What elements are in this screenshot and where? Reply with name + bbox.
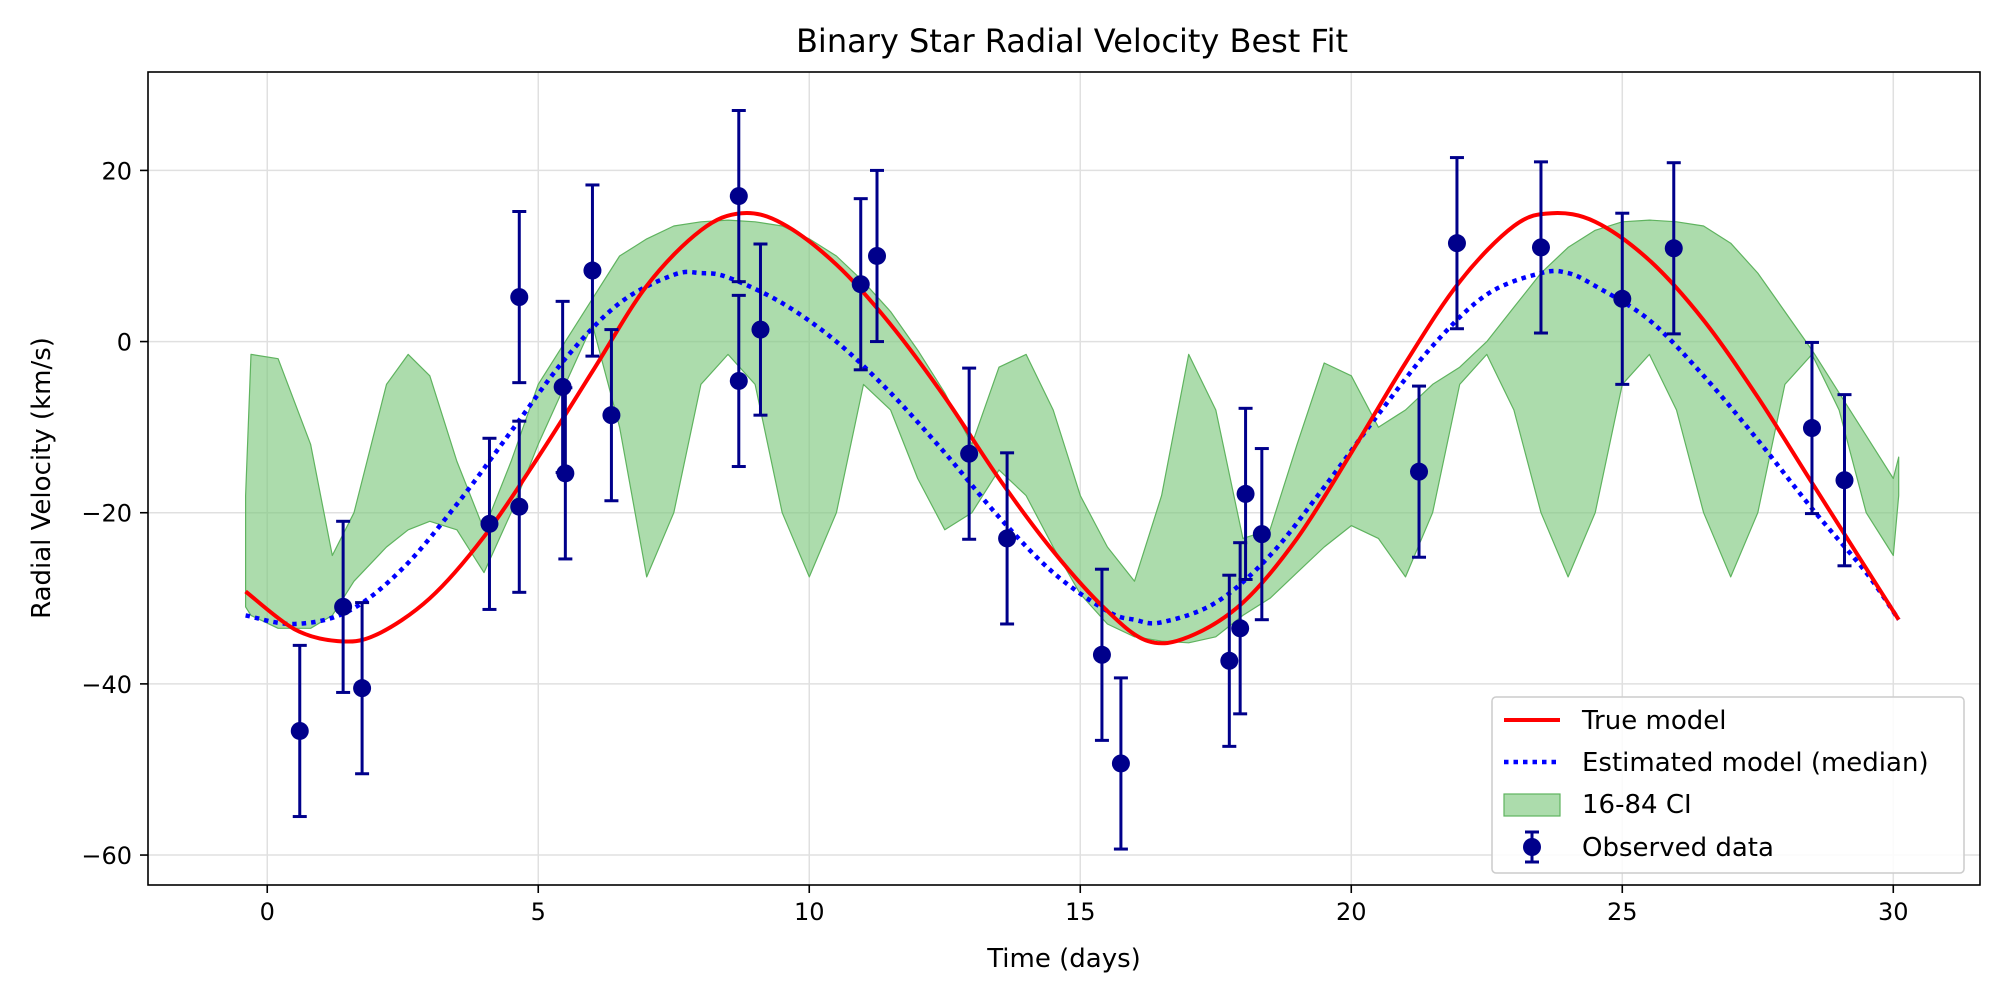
observed-point bbox=[868, 168, 887, 344]
observed-point bbox=[480, 436, 499, 611]
x-axis-ticks: 0 5 10 15 20 25 30 bbox=[260, 885, 1909, 926]
data-marker bbox=[1220, 651, 1239, 670]
observed-point bbox=[960, 366, 979, 541]
observed-point bbox=[751, 242, 770, 417]
x-tick-label: 0 bbox=[260, 898, 275, 926]
data-marker bbox=[868, 246, 887, 265]
data-marker bbox=[998, 529, 1017, 548]
y-axis-ticks: −60 −40 −20 0 20 bbox=[81, 157, 148, 870]
x-tick-label: 10 bbox=[794, 898, 825, 926]
data-marker bbox=[960, 444, 979, 463]
data-marker bbox=[353, 679, 372, 698]
data-marker bbox=[602, 406, 621, 425]
y-axis-label: Radial Velocity (km/s) bbox=[27, 337, 57, 619]
x-axis-label: Time (days) bbox=[986, 944, 1141, 974]
observed-point bbox=[851, 197, 870, 372]
x-tick-label: 15 bbox=[1065, 898, 1096, 926]
observed-point bbox=[998, 451, 1017, 626]
observed-point bbox=[1111, 676, 1130, 851]
observed-point bbox=[1835, 393, 1854, 568]
observed-points bbox=[290, 109, 1854, 851]
data-marker bbox=[583, 261, 602, 280]
ci-band-area bbox=[245, 219, 1900, 644]
observed-point bbox=[1236, 406, 1255, 581]
data-marker bbox=[851, 275, 870, 294]
observed-point bbox=[1252, 447, 1271, 622]
observed-point bbox=[583, 183, 602, 358]
data-marker bbox=[1111, 754, 1130, 773]
data-marker bbox=[1236, 484, 1255, 503]
legend-ci-swatch bbox=[1503, 793, 1561, 817]
observed-point bbox=[1410, 384, 1429, 559]
data-marker bbox=[729, 187, 748, 206]
observed-point bbox=[1092, 567, 1111, 742]
legend-observed-swatch bbox=[1523, 830, 1541, 864]
legend-box bbox=[1491, 696, 1965, 874]
data-marker bbox=[480, 514, 499, 533]
observed-point bbox=[602, 328, 621, 503]
data-marker bbox=[1231, 619, 1250, 638]
y-tick-label: −20 bbox=[81, 500, 132, 528]
observed-point bbox=[1447, 156, 1466, 331]
chart-title: Binary Star Radial Velocity Best Fit bbox=[796, 22, 1348, 60]
legend-true-model-label: True model bbox=[1581, 706, 1726, 736]
data-marker bbox=[1613, 289, 1632, 308]
data-marker bbox=[334, 597, 353, 616]
data-marker bbox=[729, 371, 748, 390]
observed-point bbox=[290, 643, 309, 819]
data-marker bbox=[1664, 239, 1683, 258]
y-tick-label: 0 bbox=[117, 329, 132, 357]
data-marker bbox=[1531, 238, 1550, 257]
y-tick-label: −60 bbox=[81, 842, 132, 870]
observed-point bbox=[1531, 160, 1550, 335]
observed-point bbox=[729, 109, 748, 284]
legend-estimated-model-label: Estimated model (median) bbox=[1582, 748, 1929, 778]
plot-frame bbox=[147, 71, 1981, 886]
data-marker bbox=[1410, 462, 1429, 481]
true-model-line bbox=[244, 210, 1901, 646]
observed-point bbox=[334, 519, 353, 694]
data-marker bbox=[1802, 419, 1821, 438]
legend: True model Estimated model (median) 16-8… bbox=[1491, 696, 1965, 874]
data-marker bbox=[1835, 471, 1854, 490]
data-marker bbox=[510, 497, 529, 516]
data-marker bbox=[1252, 525, 1271, 544]
x-tick-label: 30 bbox=[1878, 898, 1909, 926]
ci-band bbox=[245, 219, 1900, 644]
legend-ci-label: 16-84 CI bbox=[1582, 790, 1692, 820]
legend-observed-label: Observed data bbox=[1582, 833, 1774, 863]
x-tick-label: 20 bbox=[1336, 898, 1367, 926]
y-tick-label: −40 bbox=[81, 671, 132, 699]
observed-point bbox=[1220, 573, 1239, 748]
data-marker bbox=[510, 288, 529, 307]
data-marker bbox=[556, 464, 575, 483]
x-tick-label: 5 bbox=[531, 898, 546, 926]
data-marker bbox=[1447, 234, 1466, 253]
data-marker bbox=[751, 320, 770, 339]
observed-point bbox=[353, 601, 372, 776]
x-tick-label: 25 bbox=[1607, 898, 1638, 926]
observed-point bbox=[1802, 340, 1821, 516]
data-marker bbox=[1092, 645, 1111, 664]
observed-point bbox=[1664, 161, 1683, 336]
y-tick-label: 20 bbox=[101, 157, 132, 185]
observed-point bbox=[556, 386, 575, 561]
observed-point bbox=[1613, 211, 1632, 386]
data-marker bbox=[290, 721, 309, 740]
model-lines bbox=[244, 210, 1901, 646]
observed-point bbox=[729, 293, 748, 469]
observed-point bbox=[510, 209, 529, 385]
observed-point bbox=[510, 419, 529, 594]
